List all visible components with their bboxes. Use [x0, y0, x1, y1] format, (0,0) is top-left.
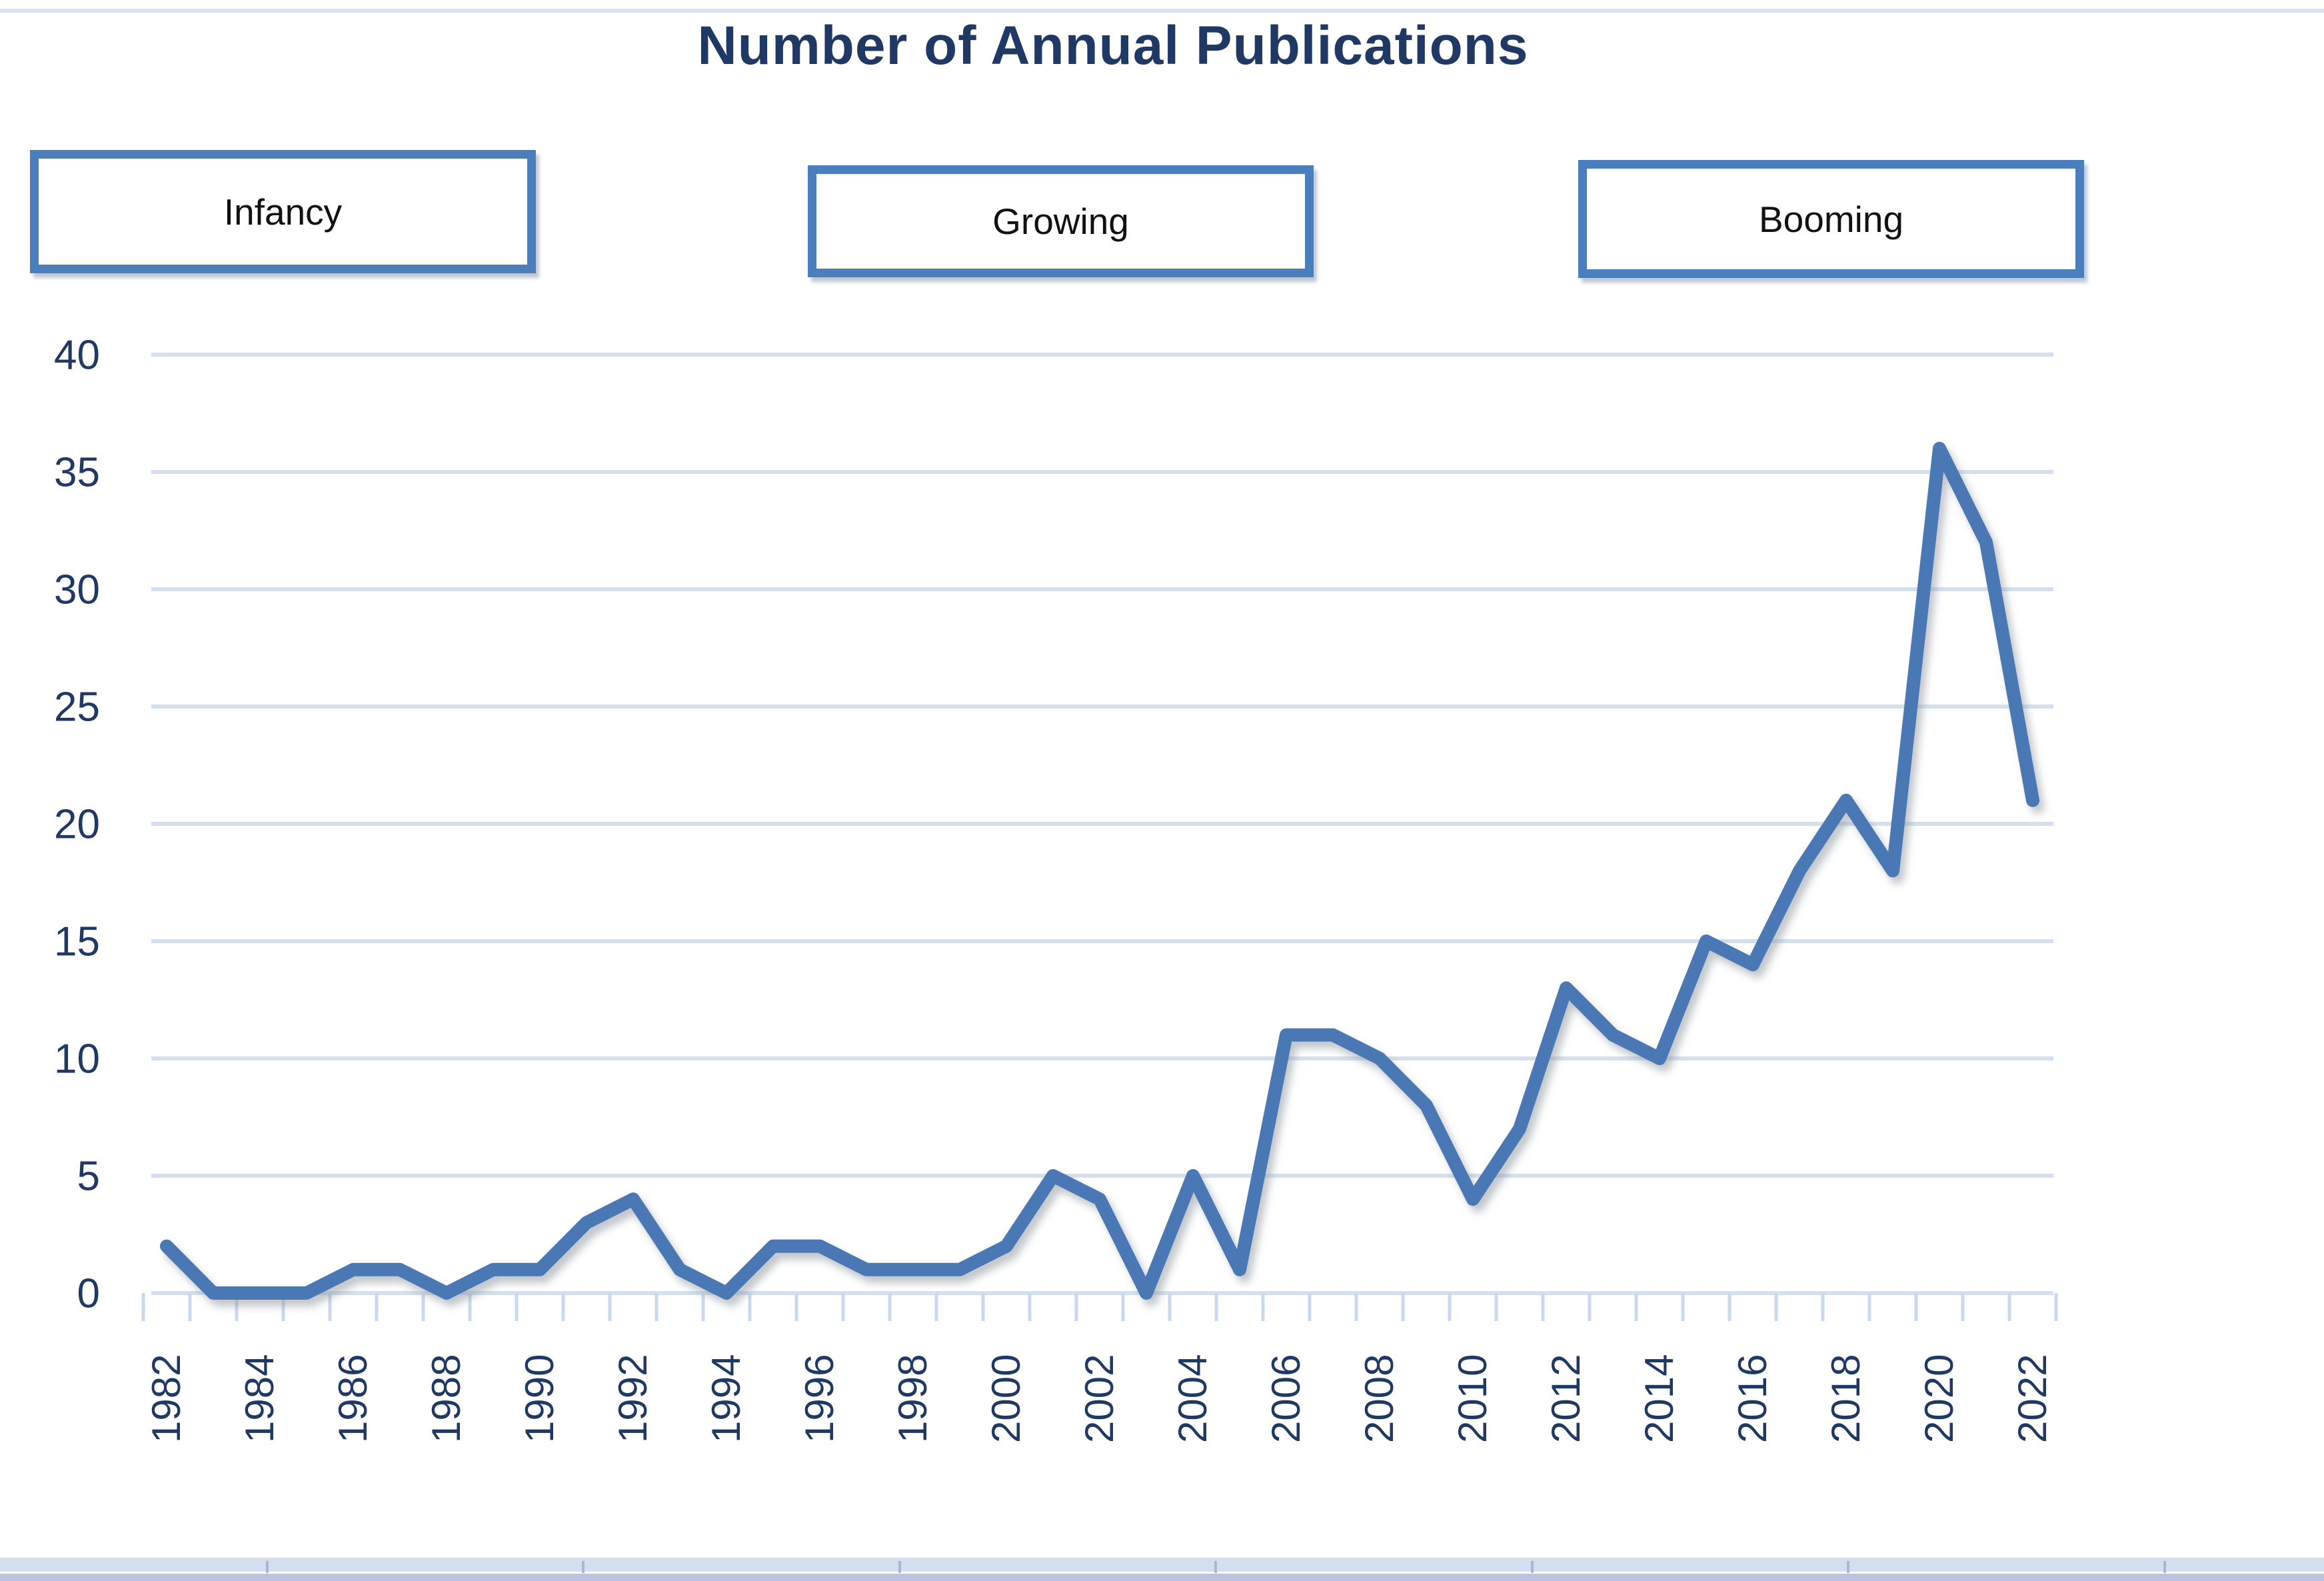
bottom-band-separator	[898, 1561, 901, 1573]
x-axis-ticks	[141, 1293, 2058, 1321]
x-tick-label: 2014	[1637, 1354, 1682, 1443]
x-tick-label: 2022	[2010, 1354, 2055, 1443]
y-tick-label: 30	[54, 567, 100, 613]
x-tick-label: 2016	[1730, 1354, 1775, 1443]
y-tick-label: 15	[54, 919, 100, 965]
period-box-booming: Booming	[1578, 160, 2084, 278]
x-tick-label: 2018	[1823, 1354, 1868, 1443]
x-tick-label: 1990	[517, 1354, 562, 1443]
bottom-band-separator	[266, 1561, 269, 1573]
x-tick-label: 2006	[1264, 1354, 1308, 1443]
x-tick-label: 1984	[237, 1354, 282, 1443]
x-tick-label: 2004	[1170, 1354, 1215, 1443]
y-tick-label: 40	[54, 333, 100, 379]
y-tick-label: 20	[54, 802, 100, 848]
y-tick-label: 0	[77, 1271, 100, 1317]
bottom-spreadsheet-band	[0, 1558, 2324, 1572]
x-tick-label: 1998	[890, 1354, 935, 1443]
x-tick-label: 2008	[1357, 1354, 1402, 1443]
bottom-band-separator	[1847, 1561, 1849, 1573]
period-box-growing: Growing	[808, 165, 1314, 277]
x-tick-label: 1988	[424, 1354, 469, 1443]
period-label-infancy: Infancy	[223, 191, 343, 233]
y-tick-label: 25	[54, 685, 100, 731]
chart-title: Number of Annual Publications	[697, 15, 1529, 76]
data-series-line	[160, 441, 2039, 1300]
x-tick-label: 1982	[144, 1354, 189, 1443]
bottom-band-separator	[2163, 1561, 2166, 1573]
bottom-band-separator	[582, 1561, 584, 1573]
x-tick-label: 1994	[704, 1354, 748, 1443]
x-tick-label: 2010	[1450, 1354, 1495, 1443]
period-label-booming: Booming	[1758, 198, 1904, 240]
y-tick-label: 35	[54, 450, 100, 496]
y-tick-label: 10	[54, 1036, 100, 1082]
x-tick-label: 1996	[797, 1354, 842, 1443]
x-tick-label: 2000	[984, 1354, 1028, 1443]
period-box-infancy: Infancy	[30, 150, 536, 273]
period-divider-lines	[415, 265, 1685, 1318]
x-tick-label: 2002	[1077, 1354, 1122, 1443]
x-tick-label: 2020	[1917, 1354, 1961, 1443]
y-tick-label: 5	[77, 1154, 100, 1200]
bottom-window-band	[0, 1574, 2324, 1581]
top-window-band	[0, 9, 2324, 13]
x-tick-label: 1986	[331, 1354, 375, 1443]
x-tick-label: 2012	[1544, 1354, 1588, 1443]
bottom-band-separator	[1531, 1561, 1534, 1573]
x-tick-label: 1992	[610, 1354, 655, 1443]
x-axis-labels: 1982 1984 1986 1988 1990 1992 1994 1996 1998 2000…	[144, 1354, 2055, 1443]
y-axis-labels: 0 5 10 15 20 25 30 35 40	[54, 333, 100, 1317]
period-label-growing: Growing	[992, 201, 1129, 242]
gridlines	[151, 353, 2053, 1295]
bottom-band-separator	[1214, 1561, 1217, 1573]
